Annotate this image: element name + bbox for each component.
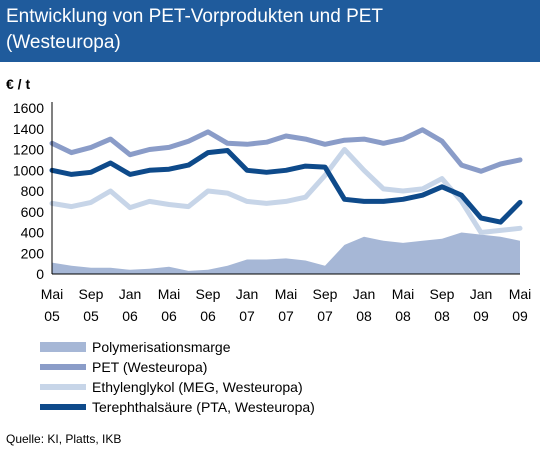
x-tick-month: Jan (353, 286, 376, 302)
x-axis: Mai 05 Sep 05 Jan 06 Mai 06 Sep 06 Jan 07 Mai 07 Sep 07… (41, 286, 532, 324)
x-tick-year: 06 (161, 308, 177, 324)
x-tick-year: 05 (44, 308, 60, 324)
legend-label-pet: PET (Westeuropa) (92, 359, 208, 375)
margin-area (52, 232, 520, 274)
x-tick-year: 07 (278, 308, 294, 324)
x-tick-year: 08 (434, 308, 450, 324)
y-axis-unit: € / t (6, 76, 30, 92)
x-tick-month: Sep (196, 286, 221, 302)
x-tick-month: Mai (41, 286, 64, 302)
y-tick-label: 200 (21, 245, 45, 261)
y-tick-label: 0 (36, 266, 44, 282)
y-tick-label: 1200 (13, 142, 44, 158)
pet-line (49, 127, 523, 174)
legend-item-meg: Ethylenglykol (MEG, Westeuropa) (40, 378, 480, 398)
legend-item-pet: PET (Westeuropa) (40, 358, 480, 378)
x-tick-month: Sep (79, 286, 104, 302)
x-tick-month: Jan (119, 286, 142, 302)
legend-swatch-pta (40, 404, 86, 410)
y-tick-label: 800 (21, 183, 45, 199)
x-tick-year: 06 (122, 308, 138, 324)
x-tick-month: Mai (275, 286, 298, 302)
source-note: Quelle: KI, Platts, IKB (6, 432, 122, 446)
x-tick-year: 07 (239, 308, 255, 324)
x-tick-year: 08 (395, 308, 411, 324)
x-tick-year: 09 (512, 308, 528, 324)
meg-line (49, 147, 523, 235)
legend-swatch-meg (40, 384, 86, 390)
x-tick-year: 05 (83, 308, 99, 324)
y-tick-label: 1600 (13, 100, 44, 116)
legend-item-margin: Polymerisationsmarge (40, 338, 480, 358)
x-tick-year: 08 (356, 308, 372, 324)
y-tick-label: 400 (21, 225, 45, 241)
x-tick-month: Sep (430, 286, 455, 302)
x-tick-month: Jan (470, 286, 493, 302)
legend: Polymerisationsmarge PET (Westeuropa) Et… (40, 338, 480, 418)
legend-swatch-pet (40, 364, 86, 370)
chart: € / t 0 200 400 600 800 1000 1200 1400 1600 Mai 0… (6, 76, 532, 324)
legend-label-margin: Polymerisationsmarge (92, 339, 231, 355)
pta-line (49, 148, 523, 225)
legend-item-pta: Terephthalsäure (PTA, Westeuropa) (40, 398, 480, 418)
legend-label-pta: Terephthalsäure (PTA, Westeuropa) (92, 399, 315, 415)
x-tick-month: Jan (236, 286, 259, 302)
y-tick-label: 1400 (13, 121, 44, 137)
x-tick-year: 07 (317, 308, 333, 324)
y-tick-label: 1000 (13, 162, 44, 178)
x-tick-month: Sep (313, 286, 338, 302)
legend-swatch-margin (40, 342, 86, 352)
plot-area (49, 102, 523, 275)
x-tick-year: 09 (473, 308, 489, 324)
y-tick-label: 600 (21, 204, 45, 220)
chart-title: Entwicklung von PET-Vorprodukten und PET… (6, 6, 384, 53)
x-tick-month: Mai (392, 286, 415, 302)
legend-label-meg: Ethylenglykol (MEG, Westeuropa) (92, 379, 303, 395)
x-tick-month: Mai (158, 286, 181, 302)
x-tick-month: Mai (509, 286, 532, 302)
x-tick-year: 06 (200, 308, 216, 324)
y-axis: 0 200 400 600 800 1000 1200 1400 1600 (13, 100, 44, 282)
title-bar: Entwicklung von PET-Vorprodukten und PET… (0, 0, 540, 62)
